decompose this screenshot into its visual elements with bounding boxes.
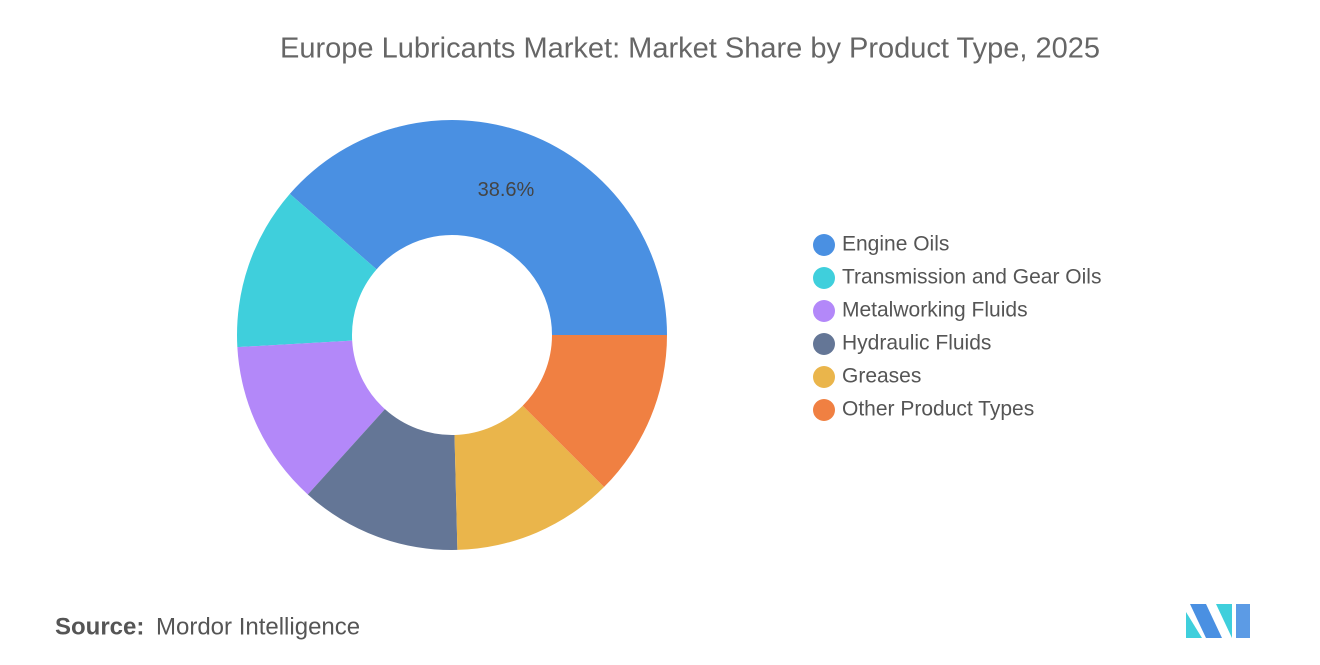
logo: [1186, 604, 1250, 638]
data-label: 38.6%: [478, 179, 535, 201]
slice: [307, 409, 458, 550]
legend-marker: [813, 267, 835, 289]
legend-label: Metalworking Fluids: [842, 299, 1028, 322]
slice: [454, 405, 605, 550]
slice: [237, 340, 385, 495]
donut: 38.6%: [236, 120, 667, 550]
legend-label: Engine Oils: [842, 233, 949, 256]
legend-label: Greases: [842, 365, 921, 388]
legend: Engine Oils Transmission and Gear Oils Met…: [813, 233, 1101, 421]
legend-label: Hydraulic Fluids: [842, 332, 991, 355]
legend-marker: [813, 333, 835, 355]
legend-marker: [813, 300, 835, 322]
source-label: Source:: [55, 613, 144, 640]
legend-label: Other Product Types: [842, 398, 1034, 421]
legend-marker: [813, 234, 835, 256]
legend-marker: [813, 366, 835, 388]
slice: [522, 335, 667, 488]
slice: [289, 120, 667, 336]
legend-label: Transmission and Gear Oils: [842, 266, 1101, 289]
chart-title: Europe Lubricants Market: Market Share b…: [280, 33, 1100, 65]
source-text: Mordor Intelligence: [156, 613, 360, 640]
legend-marker: [813, 399, 835, 421]
slice: [236, 193, 377, 348]
